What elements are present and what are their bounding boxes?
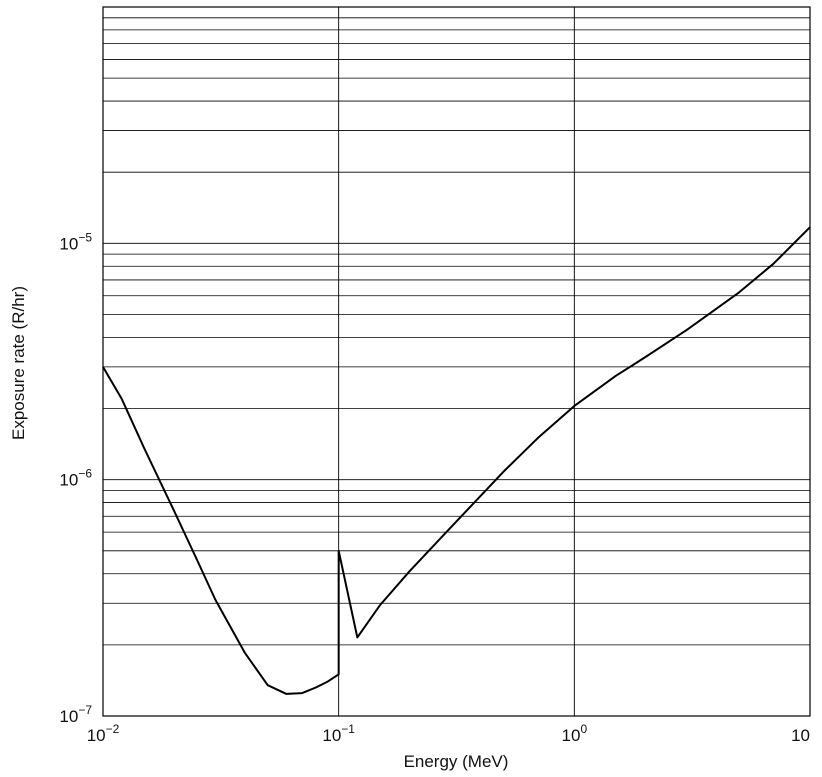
x-axis-title: Energy (MeV) bbox=[404, 752, 509, 771]
grid-lines bbox=[102, 7, 811, 717]
y-axis-ticks: 10−7 10−6 10−5 bbox=[59, 230, 92, 726]
plot-frame bbox=[102, 6, 811, 717]
y-tick-label: 10−6 bbox=[59, 467, 92, 490]
x-tick-label: 10 bbox=[791, 726, 810, 745]
exposure-rate-curve bbox=[102, 226, 811, 695]
y-axis-title: Exposure rate (R/hr) bbox=[9, 286, 28, 440]
y-tick-label: 10−5 bbox=[59, 230, 92, 253]
x-tick-label: 10−1 bbox=[322, 722, 355, 745]
x-tick-label: 10−2 bbox=[87, 722, 120, 745]
x-axis-ticks: 10−2 10−1 100 10 bbox=[87, 722, 810, 745]
y-tick-label: 10−7 bbox=[59, 703, 92, 726]
x-tick-label: 100 bbox=[562, 722, 588, 745]
